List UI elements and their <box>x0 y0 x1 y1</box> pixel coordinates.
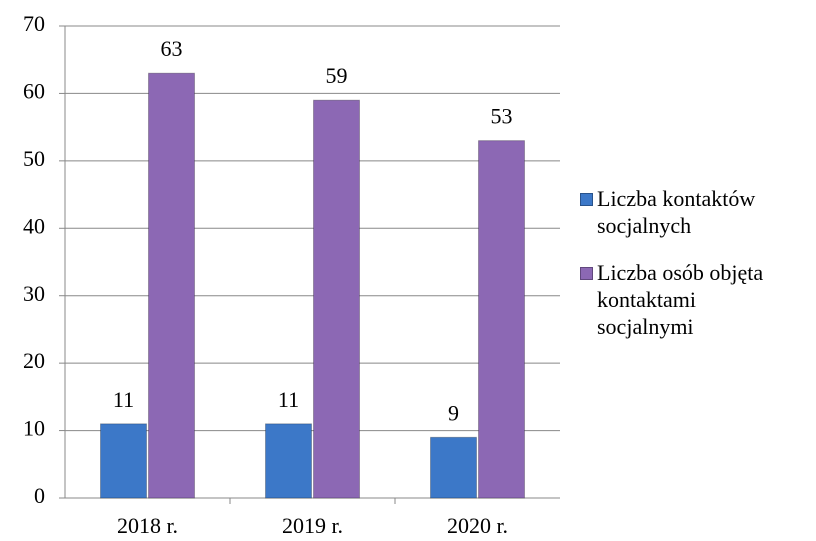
legend-entry: Liczba osób objęta kontaktami socjalnymi <box>580 259 795 340</box>
bar <box>478 140 525 499</box>
bar <box>430 436 477 499</box>
legend: Liczba kontaktów socjalnych Liczba osób o… <box>580 185 795 360</box>
legend-label: Liczba kontaktów socjalnych <box>597 186 756 238</box>
data-label: 63 <box>161 36 183 61</box>
legend-swatch <box>580 267 593 280</box>
data-label: 59 <box>326 63 348 88</box>
x-tick-label: 2020 r. <box>447 513 508 538</box>
legend-swatch <box>580 193 593 206</box>
data-label: 11 <box>278 387 299 412</box>
bar <box>265 423 312 499</box>
data-label: 11 <box>113 387 134 412</box>
bar <box>148 72 195 499</box>
bar <box>313 99 360 499</box>
bar <box>100 423 147 499</box>
legend-label: Liczba osób objęta kontaktami socjalnymi <box>597 260 764 339</box>
data-label: 53 <box>491 104 513 129</box>
y-tick-label: 0 <box>34 483 45 508</box>
y-tick-label: 30 <box>23 281 45 306</box>
x-tick-label: 2018 r. <box>117 513 178 538</box>
y-tick-label: 70 <box>23 11 45 36</box>
data-label: 9 <box>448 400 459 425</box>
y-tick-label: 60 <box>23 78 45 103</box>
y-tick-label: 10 <box>23 416 45 441</box>
y-tick-label: 20 <box>23 348 45 373</box>
legend-entry: Liczba kontaktów socjalnych <box>580 185 795 239</box>
y-tick-label: 50 <box>23 146 45 171</box>
x-tick-label: 2019 r. <box>282 513 343 538</box>
y-tick-label: 40 <box>23 213 45 238</box>
